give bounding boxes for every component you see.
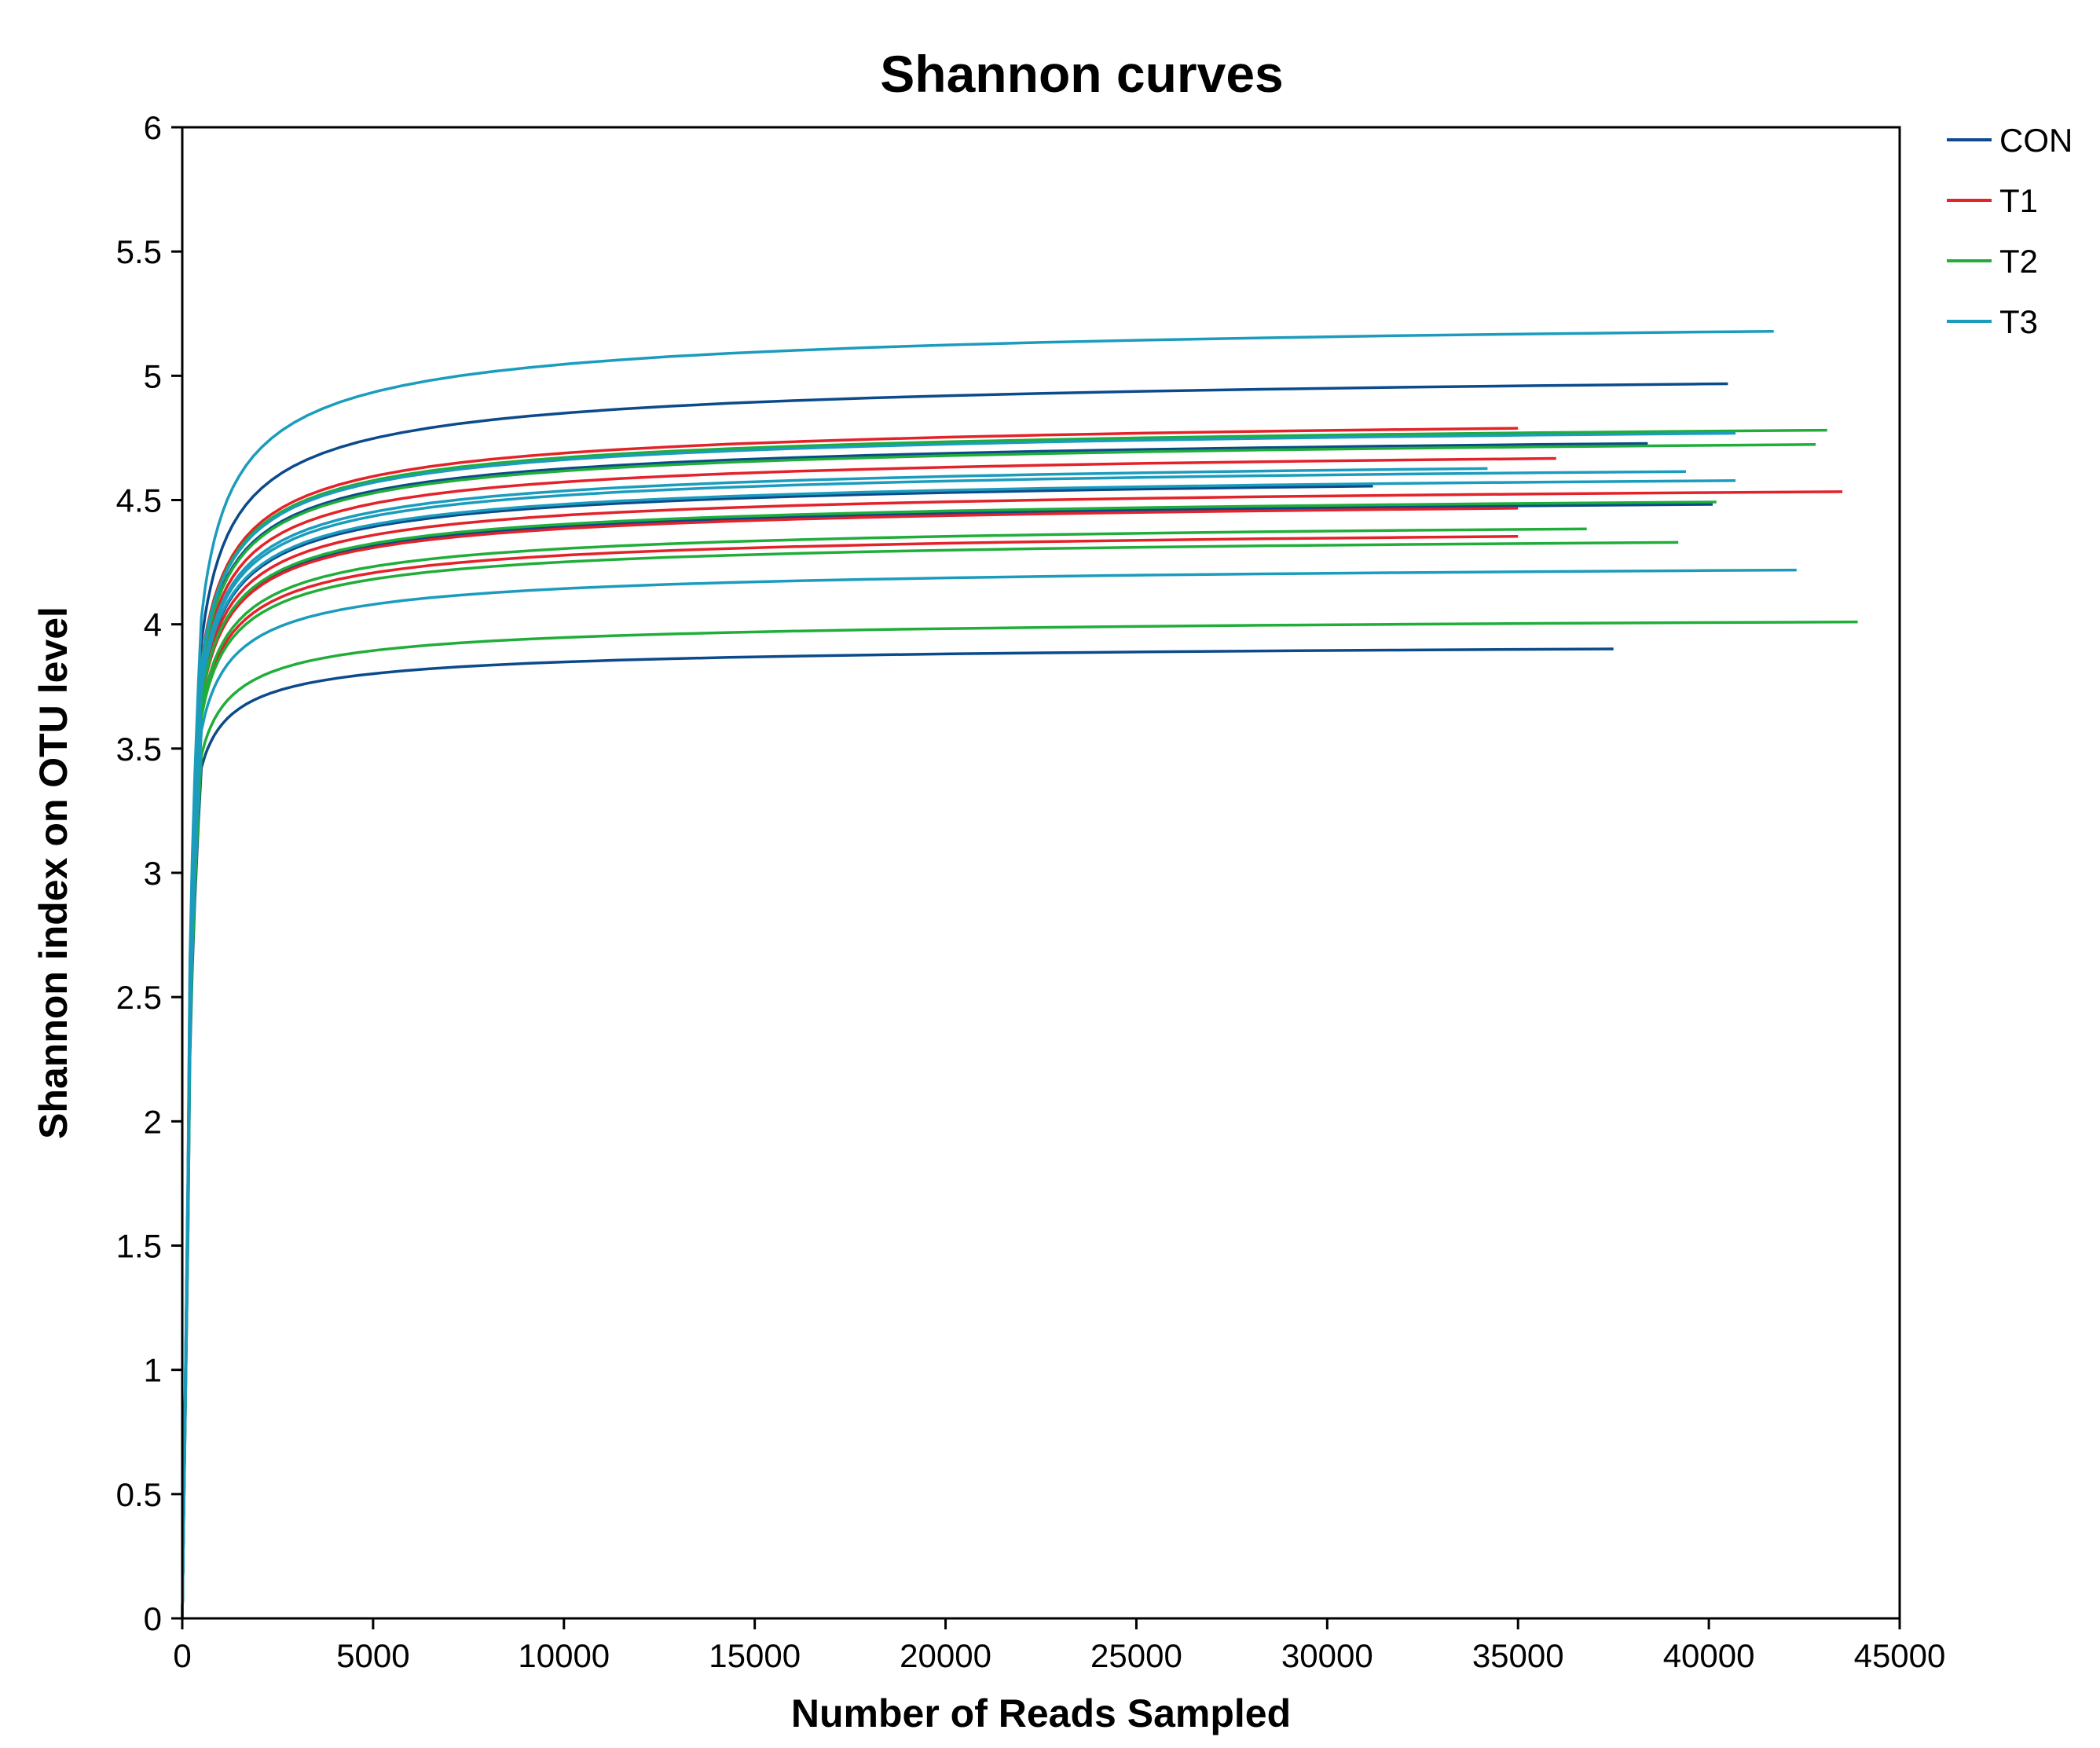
series-line-t2 — [181, 428, 1827, 1619]
series-layer — [181, 329, 1858, 1619]
series-line-t1 — [181, 535, 1519, 1619]
x-axis: 0 5000 10000 15000 20000 25000 30000 35000 40000… — [173, 1618, 1945, 1674]
x-tick-label: 5000 — [336, 1637, 409, 1674]
x-tick-label: 20000 — [900, 1637, 991, 1674]
series-line-t2 — [181, 620, 1858, 1619]
series-line-con — [181, 382, 1728, 1619]
series-line-t3 — [181, 478, 1736, 1619]
series-line-t2 — [181, 541, 1679, 1619]
series-line-t3 — [181, 431, 1736, 1619]
x-tick-label: 45000 — [1854, 1637, 1946, 1674]
series-line-t2 — [181, 443, 1816, 1619]
y-axis: 0 0.5 1 1.5 2 2.5 3 3.5 4 4.5 5 5.5 6 — [116, 109, 182, 1637]
x-tick-label: 30000 — [1281, 1637, 1373, 1674]
y-tick-label: 3.5 — [116, 731, 162, 768]
y-tick-label: 5 — [144, 357, 162, 394]
legend-label-con: CON — [1999, 122, 2073, 159]
series-line-t3 — [181, 467, 1488, 1619]
series-line-t1 — [181, 507, 1519, 1619]
series-line-con — [181, 442, 1648, 1619]
y-tick-label: 2.5 — [116, 979, 162, 1016]
series-line-t2 — [181, 527, 1587, 1619]
legend-label-t1: T1 — [1999, 182, 2038, 219]
series-line-t1 — [181, 456, 1556, 1619]
x-axis-label: Number of Reads Sampled — [791, 1691, 1291, 1735]
series-line-t3 — [181, 329, 1774, 1619]
chart-title: Shannon curves — [880, 45, 1283, 103]
y-tick-label: 1.5 — [116, 1228, 162, 1265]
x-tick-label: 10000 — [518, 1637, 610, 1674]
y-tick-label: 2 — [144, 1103, 162, 1140]
y-tick-label: 3 — [144, 855, 162, 892]
plot-frame — [181, 126, 1901, 1620]
y-tick-label: 1 — [144, 1352, 162, 1389]
y-tick-label: 6 — [144, 109, 162, 146]
x-tick-label: 0 — [173, 1637, 191, 1674]
y-tick-label: 4 — [144, 606, 162, 643]
y-tick-label: 4.5 — [116, 482, 162, 519]
legend: CON T1 T2 T3 — [1947, 122, 2073, 340]
series-line-con — [181, 647, 1614, 1619]
x-tick-label: 40000 — [1663, 1637, 1755, 1674]
series-line-t1 — [181, 490, 1843, 1619]
x-tick-label: 15000 — [709, 1637, 801, 1674]
y-tick-label: 0 — [144, 1600, 162, 1637]
series-line-t3 — [181, 470, 1687, 1619]
legend-label-t2: T2 — [1999, 243, 2038, 280]
y-tick-label: 5.5 — [116, 233, 162, 270]
series-line-t1 — [181, 427, 1519, 1619]
y-tick-label: 0.5 — [116, 1476, 162, 1513]
legend-label-t3: T3 — [1999, 303, 2038, 340]
x-tick-label: 35000 — [1472, 1637, 1564, 1674]
series-line-t3 — [181, 568, 1797, 1619]
x-tick-label: 25000 — [1090, 1637, 1182, 1674]
y-axis-label: Shannon index on OTU level — [31, 606, 75, 1139]
